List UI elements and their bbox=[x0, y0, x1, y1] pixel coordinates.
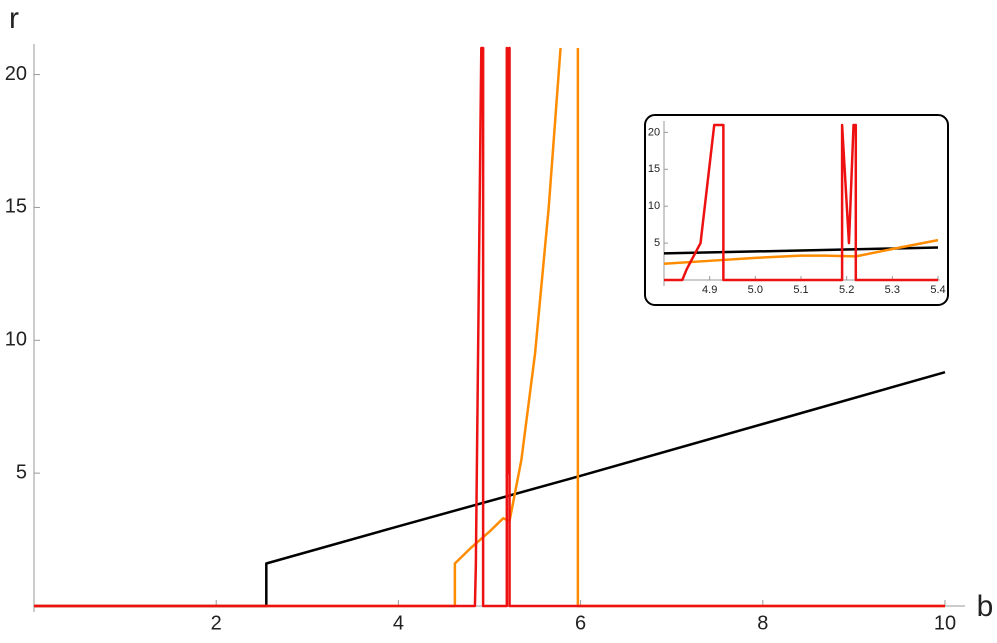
y-axis-label: r bbox=[9, 2, 19, 35]
y-tick-label: 20 bbox=[648, 126, 660, 138]
plot-area bbox=[34, 46, 946, 608]
y-tick-label: 15 bbox=[5, 196, 27, 218]
y-tick-label: 5 bbox=[16, 461, 27, 483]
inset-frame bbox=[644, 114, 949, 306]
series-line bbox=[664, 238, 939, 266]
plot-area bbox=[664, 123, 939, 282]
x-tick-label: 5.1 bbox=[793, 284, 808, 296]
y-tick-label: 20 bbox=[5, 63, 27, 85]
x-tick-label: 5.2 bbox=[839, 284, 854, 296]
y-tick-label: 5 bbox=[654, 237, 660, 249]
x-tick-label: 2 bbox=[211, 612, 222, 634]
x-tick-label: 5.0 bbox=[748, 284, 763, 296]
x-tick-label: 6 bbox=[575, 612, 586, 634]
y-tick-label: 10 bbox=[648, 200, 660, 212]
y-tick-label: 10 bbox=[5, 329, 27, 351]
series-line bbox=[34, 370, 946, 608]
x-tick-label: 8 bbox=[757, 612, 768, 634]
x-tick-label: 10 bbox=[934, 612, 956, 634]
series-line bbox=[664, 123, 938, 282]
x-axis-label: b bbox=[977, 590, 994, 623]
x-tick-label: 5.4 bbox=[930, 284, 945, 296]
x-tick-label: 4.9 bbox=[702, 284, 717, 296]
x-tick-label: 5.3 bbox=[885, 284, 900, 296]
x-tick-label: 4 bbox=[393, 612, 404, 634]
y-tick-label: 15 bbox=[648, 163, 660, 175]
series-line bbox=[34, 46, 945, 608]
